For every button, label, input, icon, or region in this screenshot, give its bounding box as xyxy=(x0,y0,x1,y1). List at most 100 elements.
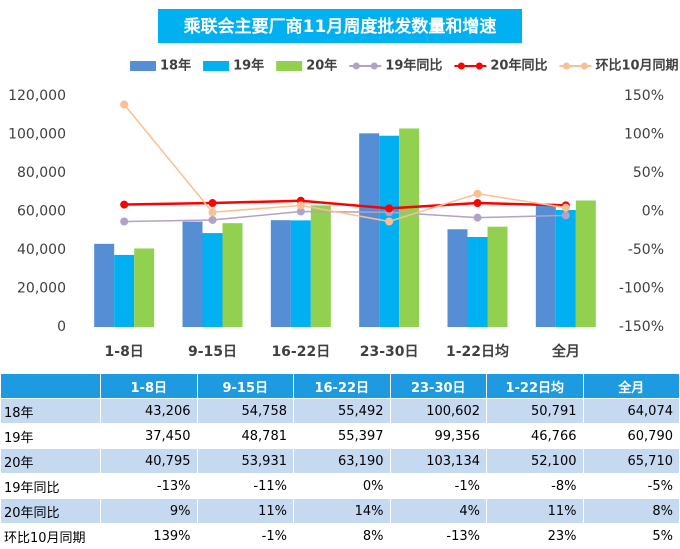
bar xyxy=(399,128,420,327)
y2-tick-label: -150% xyxy=(619,319,664,335)
bar xyxy=(114,254,135,327)
y-tick-label: 40,000 xyxy=(17,242,66,258)
line-marker xyxy=(120,100,129,109)
legend-swatch xyxy=(457,62,465,70)
y2-tick-label: -50% xyxy=(628,242,664,258)
row-header: 环比10月同期 xyxy=(0,523,101,549)
chart: 乘联会主要厂商11月周度批发数量和增速 120,000 100,000 80,000… xyxy=(8,9,679,360)
x-tick-label: 23-30日 xyxy=(360,344,419,360)
legend-label: 20年同比 xyxy=(490,58,547,74)
table-cell: 50,791 xyxy=(486,398,584,424)
table-cell: 52,100 xyxy=(486,448,584,474)
table-cell: 64,074 xyxy=(582,398,680,424)
line-marker xyxy=(473,199,482,208)
legend-swatch xyxy=(352,62,360,70)
table-cell: -5% xyxy=(582,473,680,499)
x-tick-label: 16-22日 xyxy=(271,344,330,360)
line-marker xyxy=(208,215,217,224)
bar xyxy=(222,223,243,327)
legend-swatch xyxy=(370,62,378,70)
line-marker xyxy=(296,201,305,210)
y-tick-label: 120,000 xyxy=(8,88,66,104)
legend-swatch xyxy=(203,61,230,71)
table-cell: 103,134 xyxy=(389,448,487,474)
line-marker xyxy=(561,203,570,212)
bar xyxy=(555,209,576,327)
table-cell: 4% xyxy=(389,498,487,524)
bar xyxy=(290,220,311,327)
table-cell: -13% xyxy=(100,473,198,499)
line-marker xyxy=(385,204,394,213)
table-row: 20年同比 9% 11% 14% 4% 11% 8% xyxy=(0,498,680,524)
table-cell: 9% xyxy=(100,498,198,524)
line-marker xyxy=(120,200,129,209)
bar xyxy=(487,226,508,327)
table-row: 19年 37,450 48,781 55,397 99,356 46,766 60,790 xyxy=(0,423,680,449)
line-marker xyxy=(385,217,394,226)
line xyxy=(123,103,566,223)
bar xyxy=(182,221,203,327)
y2-tick-label: 0% xyxy=(642,204,664,220)
legend-label: 20年 xyxy=(306,58,337,74)
table-cell: 40,795 xyxy=(100,448,198,474)
legend-swatch xyxy=(475,62,483,70)
x-tick-label: 1-22日均 xyxy=(446,343,509,360)
bar xyxy=(310,205,331,327)
column-header: 1-8日 xyxy=(100,373,198,399)
bar xyxy=(575,200,596,327)
x-tick-label: 1-8日 xyxy=(105,344,144,360)
row-header: 20年 xyxy=(0,448,101,474)
legend-label: 18年 xyxy=(160,58,191,74)
table-cell: 100,602 xyxy=(389,398,487,424)
row-header: 18年 xyxy=(0,398,101,424)
row-header: 19年同比 xyxy=(0,473,101,499)
table-cell: 37,450 xyxy=(100,423,198,449)
table-cell: 139% xyxy=(100,523,198,549)
table-cell: 43,206 xyxy=(100,398,198,424)
row-header: 20年同比 xyxy=(0,498,101,524)
table-cell: 5% xyxy=(582,523,680,549)
y-tick-label: 100,000 xyxy=(8,127,66,143)
data-table: 1-8日 9-15日 16-22日 23-30日 1-22日均 全月 18年 43,206 5… xyxy=(0,373,680,549)
bar xyxy=(535,203,556,327)
column-header: 16-22日 xyxy=(293,373,391,399)
bar xyxy=(379,135,400,327)
column-header: 23-30日 xyxy=(389,373,487,399)
table-cell: 65,710 xyxy=(582,448,680,474)
table-cell: -13% xyxy=(389,523,487,549)
table-cell: 0% xyxy=(293,473,391,499)
table-cell: 55,397 xyxy=(293,423,391,449)
table-cell: 11% xyxy=(196,498,294,524)
line xyxy=(124,210,566,223)
y2-tick-label: -100% xyxy=(619,281,664,297)
line-marker xyxy=(208,199,217,208)
table-cell: 14% xyxy=(293,498,391,524)
table-cell: 63,190 xyxy=(293,448,391,474)
line-marker xyxy=(473,189,482,198)
table-cell: 55,492 xyxy=(293,398,391,424)
table-row: 18年 43,206 54,758 55,492 100,602 50,791 64,074 xyxy=(0,398,680,424)
corner-cell xyxy=(0,373,101,399)
table-cell: 48,781 xyxy=(196,423,294,449)
y-tick-label: 60,000 xyxy=(17,204,66,220)
table-cell: -1% xyxy=(196,523,294,549)
table-row: 环比10月同期 139% -1% 8% -13% 23% 5% xyxy=(0,523,680,549)
legend-swatch xyxy=(562,62,570,70)
bar xyxy=(94,243,115,327)
table-cell: 11% xyxy=(486,498,584,524)
legend-swatch xyxy=(276,61,303,71)
row-header: 19年 xyxy=(0,423,101,449)
table-cell: 23% xyxy=(486,523,584,549)
chart-title: 乘联会主要厂商11月周度批发数量和增速 xyxy=(183,16,497,37)
bar xyxy=(467,236,488,327)
bar xyxy=(447,229,468,327)
title-box xyxy=(158,9,522,43)
y2-tick-label: 50% xyxy=(633,165,664,181)
bar xyxy=(359,133,380,327)
line-marker xyxy=(296,207,305,216)
table-row: 20年 40,795 53,931 63,190 103,134 52,100 65,710 xyxy=(0,448,680,474)
line-marker xyxy=(473,213,482,222)
legend-swatch xyxy=(130,61,156,71)
bar xyxy=(202,233,223,327)
